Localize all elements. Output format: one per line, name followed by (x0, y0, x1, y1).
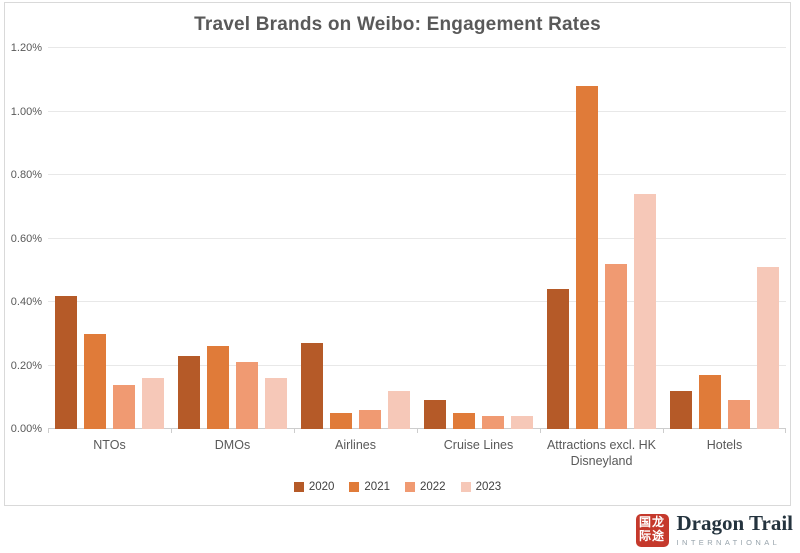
y-axis-tick-label: 1.00% (10, 105, 42, 118)
x-axis-category-label: Attractions excl. HK Disneyland (546, 438, 657, 469)
bar-2022-dmos (236, 362, 258, 429)
legend-swatch (405, 482, 415, 492)
chart-frame: Travel Brands on Weibo: Engagement Rates… (4, 2, 791, 506)
legend-item-2020: 2020 (293, 481, 335, 493)
x-axis-labels: NTOs DMOs Airlines Cruise Lines Attractions … (48, 437, 786, 470)
axis-tick (293, 429, 295, 433)
x-axis-category-label: NTOs (93, 438, 126, 452)
legend-label: 2022 (420, 481, 446, 493)
gridline (48, 237, 786, 239)
y-axis-tick-label: 0.80% (10, 169, 42, 181)
bar-2022-hotels (728, 400, 750, 429)
bar-2023-hotels (757, 267, 779, 429)
bar-groups (48, 48, 786, 429)
x-axis-category-label: Airlines (335, 438, 376, 452)
bar-2023-dmos (265, 378, 287, 429)
x-axis-category-label: DMOs (214, 438, 251, 452)
bar-2021-cruise-lines (453, 413, 475, 429)
legend: 2020 2021 2022 2023 (5, 481, 790, 493)
bar-2022-cruise-lines (482, 416, 504, 429)
bar-2020-hotels (670, 390, 692, 429)
bar-2021-dmos (207, 346, 229, 429)
bar-2022-ntos (113, 384, 135, 429)
bar-2021-ntos (84, 333, 106, 429)
bar-2020-attractions-excl-hk-disneyland (547, 289, 569, 429)
axis-tick (48, 429, 49, 433)
y-axis-tick-label: 1.20% (10, 42, 42, 54)
x-axis-category-label: Cruise Lines (443, 438, 514, 452)
gridline (48, 364, 786, 366)
seal-characters-row2: 际途 (639, 529, 666, 543)
bar-2023-ntos (142, 378, 164, 429)
axis-tick (785, 429, 786, 433)
legend-label: 2020 (308, 481, 335, 493)
bar-2020-cruise-lines (424, 400, 446, 429)
legend-swatch (293, 482, 304, 492)
dragon-trail-logo: 国龙 际途 Dragon Trail INTERNATIONAL (635, 511, 793, 548)
x-axis-line (48, 428, 786, 429)
logo-name: Dragon Trail (676, 511, 793, 535)
bar-2020-dmos (178, 355, 200, 429)
legend-swatch (460, 482, 471, 492)
x-axis-category-label: Hotels (706, 438, 743, 452)
bar-2022-airlines (359, 409, 381, 429)
y-axis-tick-label: 0.00% (10, 423, 42, 435)
bar-2021-airlines (330, 413, 352, 429)
bar-group-cruise-lines (417, 48, 540, 429)
gridline (48, 301, 786, 302)
logo-subtitle: INTERNATIONAL (676, 538, 781, 547)
bar-group-ntos (48, 48, 171, 429)
legend-item-2021: 2021 (349, 481, 390, 493)
axis-tick (663, 429, 664, 433)
legend-item-2023: 2023 (460, 481, 502, 493)
bar-group-attractions-excl-hk-disneyland (540, 48, 663, 429)
bar-2023-airlines (388, 390, 410, 429)
bar-2020-ntos (55, 295, 77, 429)
seal-characters-row1: 国龙 (639, 515, 666, 530)
gridline (48, 47, 786, 48)
logo-text: Dragon Trail INTERNATIONAL (676, 511, 793, 548)
bar-2020-airlines (301, 343, 323, 429)
bar-2023-attractions-excl-hk-disneyland (634, 194, 656, 429)
plot-area: 0.00% 0.20% 0.40% 0.60% 0.80% 1.00% 1.20% (11, 43, 786, 435)
y-axis-tick-label: 0.60% (10, 232, 42, 245)
legend-label: 2021 (364, 481, 390, 493)
axis-tick (417, 429, 418, 433)
y-axis-tick-label: 0.20% (10, 359, 42, 372)
legend-item-2022: 2022 (405, 481, 446, 493)
axis-tick (539, 429, 541, 433)
chart-title: Travel Brands on Weibo: Engagement Rates (194, 14, 601, 35)
gridline (48, 174, 786, 175)
bar-2023-cruise-lines (511, 416, 533, 429)
bar-group-airlines (294, 48, 417, 429)
axis-tick (170, 429, 172, 433)
bar-2022-attractions-excl-hk-disneyland (605, 263, 627, 429)
bar-group-hotels (663, 48, 786, 429)
dragon-trail-seal-icon: 国龙 际途 (635, 513, 669, 547)
bar-2021-attractions-excl-hk-disneyland (576, 86, 598, 429)
bar-2021-hotels (699, 375, 721, 429)
y-axis-tick-label: 0.40% (10, 296, 42, 308)
legend-swatch (349, 482, 360, 492)
legend-label: 2023 (475, 481, 502, 493)
gridline (48, 110, 786, 112)
bar-group-dmos (171, 48, 294, 429)
